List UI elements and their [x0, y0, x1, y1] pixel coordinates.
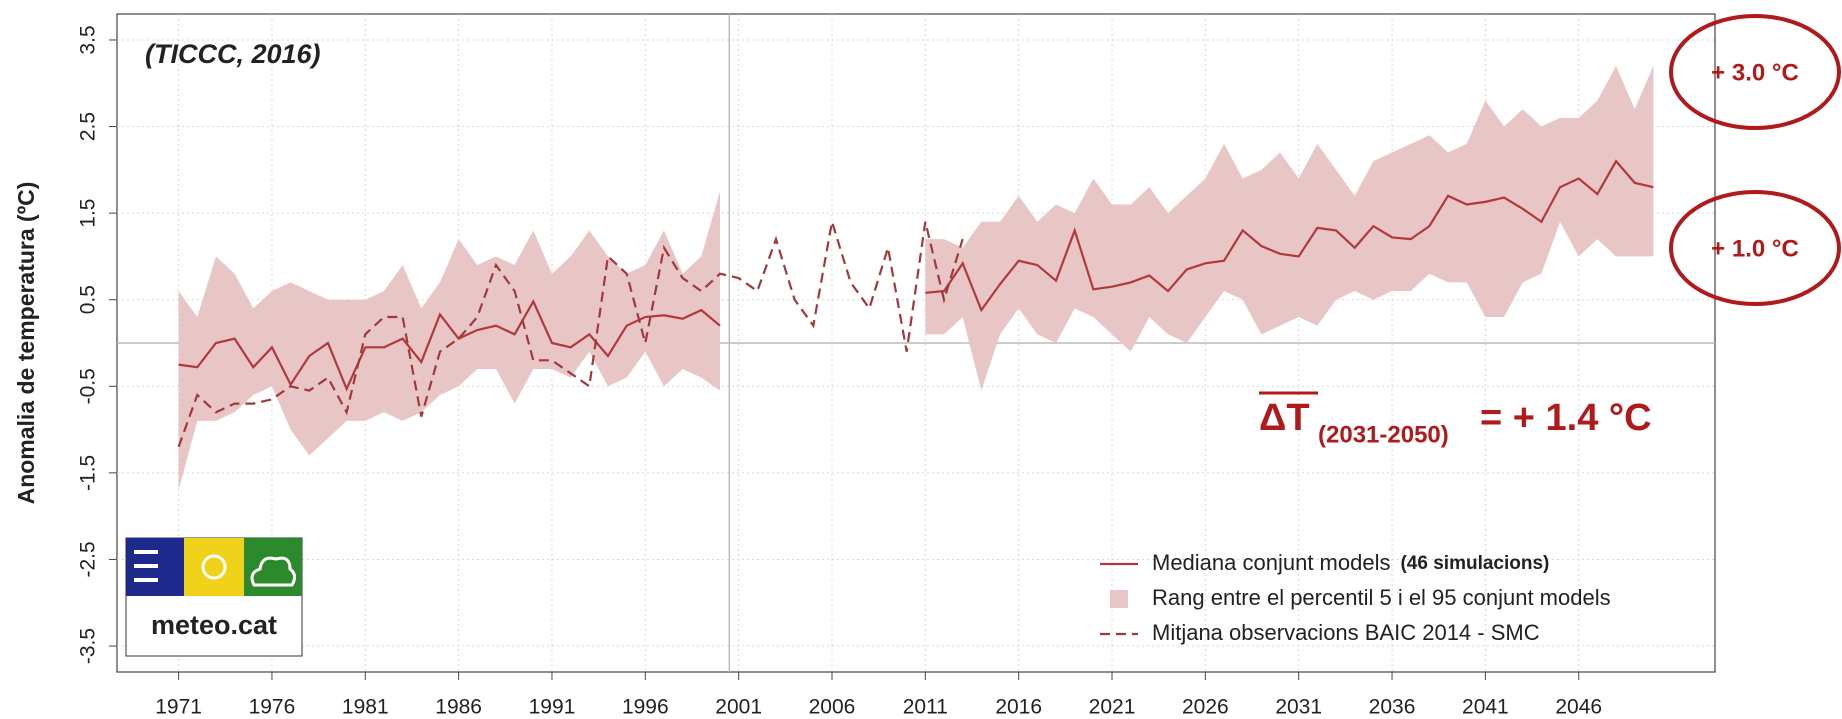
x-tick-label: 2006	[809, 696, 856, 719]
legend-label: Mitjana observacions BAIC 2014 - SMC	[1152, 620, 1540, 645]
y-tick-label: 0.5	[77, 285, 100, 314]
x-tick-label: 1981	[342, 696, 389, 719]
series-line	[178, 159, 1654, 392]
y-tick-label: -1.5	[77, 455, 100, 491]
x-tick-label: 2031	[1275, 696, 1322, 719]
legend-swatch	[1110, 590, 1128, 608]
x-tick-label: 2011	[903, 696, 948, 719]
chart-title: (TICCC, 2016)	[145, 39, 321, 69]
band-area	[925, 65, 1654, 391]
x-tick-label: 2001	[715, 696, 762, 719]
plot-layer	[109, 14, 1715, 680]
y-tick-label: -3.5	[77, 628, 100, 664]
logo-icon	[250, 556, 297, 587]
x-tick-label: 2026	[1182, 696, 1229, 719]
annotation: + 3.0 °C	[1711, 59, 1799, 86]
x-tick-label: 2041	[1462, 696, 1509, 719]
highlight-ellipse	[1669, 14, 1841, 130]
x-tick-label: 1976	[249, 696, 296, 719]
x-tick-label: 2016	[995, 696, 1042, 719]
series-line	[177, 221, 964, 448]
annotation: + 1.0 °C	[1711, 235, 1799, 262]
annotation: = + 1.4 °C	[1480, 397, 1652, 439]
legend-label: Mediana conjunt models	[1152, 550, 1390, 575]
y-tick-label: -2.5	[77, 541, 100, 577]
x-tick-label: 1971	[155, 696, 202, 719]
logo-text: meteo.cat	[151, 610, 277, 640]
y-tick-label: -0.5	[77, 368, 100, 404]
logo-tile	[184, 538, 244, 596]
legend: Mediana conjunt models (46 simulacions) Ra…	[1100, 550, 1611, 645]
x-tick-label: 1986	[435, 696, 482, 719]
legend-label: Rang entre el percentil 5 i el 95 conjun…	[1152, 585, 1611, 610]
x-tick-label: 2046	[1555, 696, 1602, 719]
y-tick-label: 1.5	[77, 199, 100, 228]
highlight-ellipse	[1669, 190, 1841, 306]
y-axis-label: Anomalia de temperatura (ºC)	[13, 182, 39, 505]
logo-tile	[244, 538, 302, 596]
y-tick-label: 3.5	[77, 25, 100, 54]
x-tick-label: 2021	[1089, 696, 1136, 719]
x-tick-label: 1991	[529, 696, 576, 719]
logo: meteo.cat	[125, 537, 303, 657]
logo-icon	[201, 554, 227, 580]
y-tick-label: 2.5	[77, 112, 100, 141]
x-tick-label: 2036	[1369, 696, 1416, 719]
logo-icon	[134, 550, 158, 582]
legend-note: (46 simulacions)	[1400, 553, 1549, 574]
band-area	[178, 191, 720, 491]
annotation: ΔT	[1259, 397, 1310, 439]
x-tick-label: 1996	[622, 696, 669, 719]
annotation: (2031-2050)	[1318, 421, 1449, 448]
